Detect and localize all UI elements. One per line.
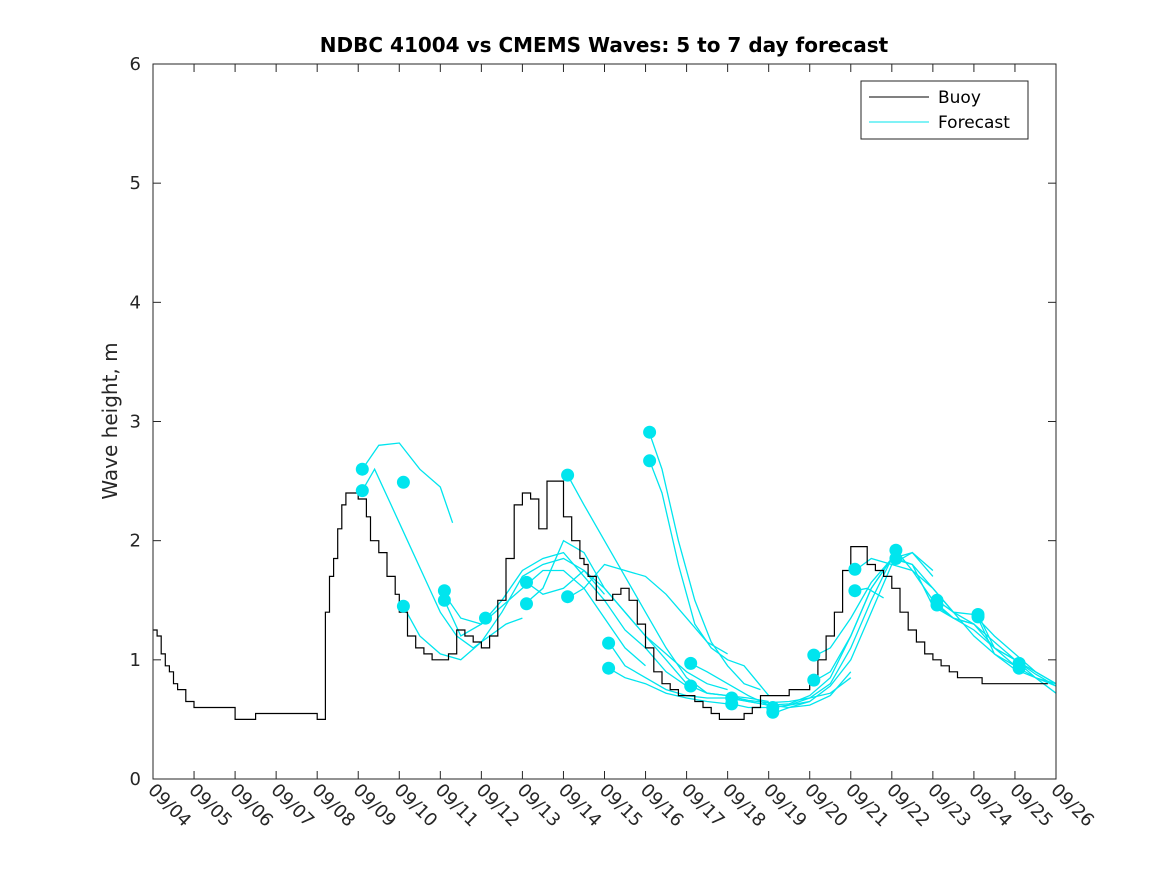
- forecast-start-point: [766, 705, 780, 719]
- forecast-start-point: [807, 648, 821, 662]
- x-tick-label: 09/07: [267, 780, 319, 832]
- x-tick-label: 09/25: [1005, 780, 1057, 832]
- forecast-line-0: [361, 442, 454, 524]
- x-tick-label: 09/22: [882, 780, 934, 832]
- forecast-start-point: [602, 636, 616, 650]
- forecast-line-12: [648, 460, 770, 697]
- forecast-start-point: [437, 593, 451, 607]
- forecast-line-8: [567, 563, 728, 655]
- legend-buoy-label: Buoy: [938, 88, 981, 108]
- x-tick-label: 09/11: [431, 780, 483, 832]
- y-tick-label: 6: [130, 54, 141, 75]
- y-tick-label: 0: [130, 769, 141, 790]
- x-tick-label: 09/26: [1046, 780, 1098, 832]
- series-layer: [153, 425, 1057, 720]
- forecast-line-21: [854, 557, 1016, 667]
- x-tick-label: 09/23: [923, 780, 975, 832]
- forecast-line-11: [648, 433, 761, 691]
- forecast-start-point: [643, 454, 657, 468]
- buoy-line: [153, 480, 1048, 720]
- y-tick-label: 4: [130, 292, 141, 313]
- legend-box: [860, 80, 1029, 140]
- x-tick-label: 09/18: [718, 780, 770, 832]
- forecast-start-point: [1012, 661, 1026, 675]
- y-tick-label: 3: [130, 412, 141, 433]
- x-tick-label: 09/16: [636, 780, 688, 832]
- chart-title: NDBC 41004 vs CMEMS Waves: 5 to 7 day fo…: [320, 33, 889, 57]
- forecast-line-17: [772, 551, 934, 709]
- forecast-start-point: [602, 661, 616, 675]
- forecast-start-point: [396, 475, 410, 489]
- x-tick-label: 09/24: [964, 780, 1016, 832]
- x-tick-label: 09/15: [595, 780, 647, 832]
- forecast-line-18: [772, 551, 934, 715]
- forecast-start-point: [848, 562, 862, 576]
- forecast-line-25: [936, 599, 1057, 685]
- x-tick-label: 09/13: [513, 780, 565, 832]
- y-tick-label: 1: [130, 650, 141, 671]
- y-axis-label: Wave height, m: [98, 342, 122, 499]
- legend: Buoy Forecast: [860, 80, 1029, 140]
- y-tick-label: 5: [130, 173, 141, 194]
- forecast-start-point: [437, 584, 451, 598]
- y-tick-label: 2: [130, 531, 141, 552]
- forecast-start-point: [479, 611, 492, 625]
- x-tick-label: 09/14: [554, 780, 606, 832]
- x-tick-label: 09/12: [472, 780, 524, 832]
- forecast-start-point: [643, 425, 657, 439]
- forecast-start-point: [355, 484, 369, 498]
- forecast-start-point: [355, 462, 369, 476]
- forecast-line-1: [361, 467, 523, 649]
- x-tick-label: 09/06: [226, 780, 278, 832]
- x-tick-label: 09/21: [841, 780, 893, 832]
- forecast-line-2: [402, 557, 605, 661]
- forecast-start-point: [520, 575, 533, 589]
- x-tick-label: 09/09: [349, 780, 401, 832]
- forecast-start-point: [561, 590, 575, 604]
- forecast-line-20: [813, 558, 893, 682]
- forecast-line-6: [526, 539, 688, 685]
- forecast-start-point: [930, 598, 944, 612]
- forecast-start-point: [807, 673, 821, 687]
- x-tick-label: 09/10: [390, 780, 442, 832]
- plot-area: [153, 64, 1056, 779]
- x-tick-label: 09/04: [143, 780, 195, 832]
- forecast-start-point: [520, 597, 533, 611]
- forecast-start-point: [684, 656, 698, 670]
- forecast-line-23: [895, 549, 1057, 685]
- x-tick-label: 09/08: [308, 780, 360, 832]
- forecast-line-3: [443, 569, 646, 667]
- x-tick-label: 09/20: [800, 780, 852, 832]
- forecast-start-point: [848, 584, 862, 598]
- forecast-start-point: [889, 552, 903, 565]
- forecast-start-point: [725, 697, 739, 711]
- forecast-start-point: [561, 468, 575, 482]
- forecast-start-point: [396, 599, 410, 613]
- x-tick-label: 09/05: [185, 780, 237, 832]
- forecast-start-point: [684, 679, 698, 693]
- x-tick-label: 09/17: [677, 780, 729, 832]
- x-tick-label: 09/19: [759, 780, 811, 832]
- forecast-line-10: [608, 667, 728, 705]
- forecast-start-point: [971, 610, 985, 624]
- legend-forecast-label: Forecast: [938, 113, 1010, 133]
